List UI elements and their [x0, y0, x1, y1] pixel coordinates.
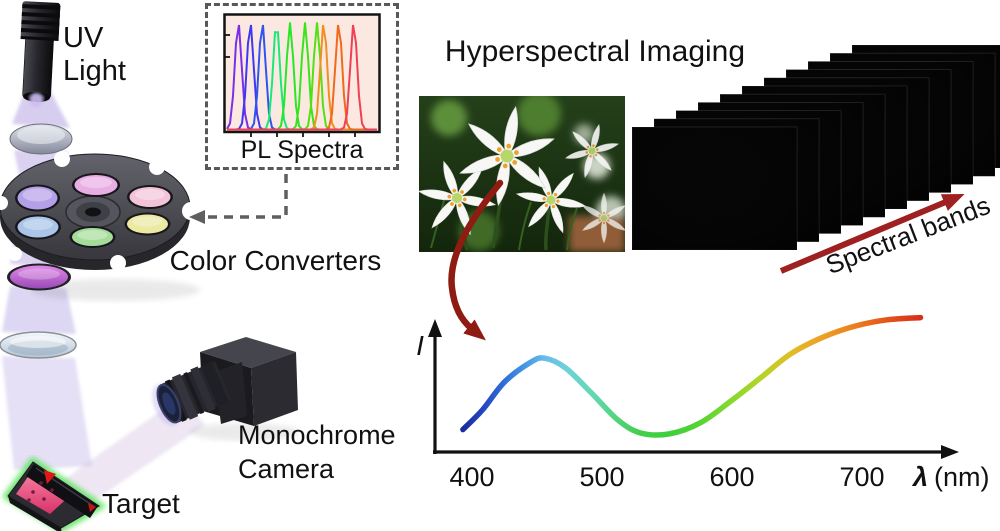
- uv-flashlight: [20, 1, 61, 107]
- focusing-lens: [0, 331, 77, 359]
- dashed-connector-arrow: [189, 174, 288, 224]
- figure-title: Hyperspectral Imaging: [444, 35, 746, 68]
- spectral-band-stack: [631, 44, 1000, 251]
- spectral-band-layer: [631, 126, 798, 251]
- target-red-marker: [44, 470, 56, 484]
- x-tick-label: 400: [449, 462, 494, 492]
- wheel-filter-green: [69, 226, 116, 248]
- color-converters-label: Color Converters: [169, 245, 382, 276]
- pl-axis-ticks: [225, 34, 356, 137]
- filter-wheel: [0, 151, 200, 301]
- spectrum-line: [460, 314, 924, 438]
- wheel-rim-notches: [0, 151, 200, 271]
- wheel-filter-magenta: [72, 173, 120, 197]
- y-axis-label: I: [416, 330, 424, 361]
- pl-spectra-plot: [223, 13, 381, 137]
- x-tick-label: 600: [709, 462, 754, 492]
- monochrome-camera: [152, 337, 300, 441]
- wheel-filter-pink: [127, 185, 173, 209]
- wheel-filter-yellow: [124, 212, 171, 236]
- pl-emission-curves: [226, 22, 377, 131]
- spectrum-curve: [460, 314, 924, 438]
- wheel-filter-blue: [15, 214, 61, 240]
- x-tick-label: 700: [839, 462, 884, 492]
- uv-light-label: UV Light: [63, 22, 126, 87]
- color-filter-magenta: [7, 263, 71, 291]
- x-tick-label: 500: [579, 462, 624, 492]
- uv-emitter-glow: [29, 92, 44, 107]
- flower-photo: [419, 96, 625, 252]
- target-label: Target: [102, 488, 180, 519]
- collimating-lens: [9, 123, 73, 155]
- x-axis-label: λ (nm): [911, 462, 990, 492]
- monochrome-camera-label: Monochrome Camera: [238, 420, 396, 484]
- pl-spectra-label: PL Spectra: [240, 136, 364, 164]
- pl-spectra-inset: PL Spectra: [205, 3, 399, 170]
- camera-lens-barrel: [152, 361, 232, 426]
- target-dots: [27, 481, 54, 502]
- wheel-filter-violet: [15, 184, 60, 212]
- target-object: [2, 456, 107, 531]
- pl-peak: [227, 24, 377, 131]
- pixel-spectrum-chart: 400 500 600 700 I λ (nm): [416, 314, 990, 492]
- x-axis-tick-labels: 400 500 600 700: [449, 462, 884, 492]
